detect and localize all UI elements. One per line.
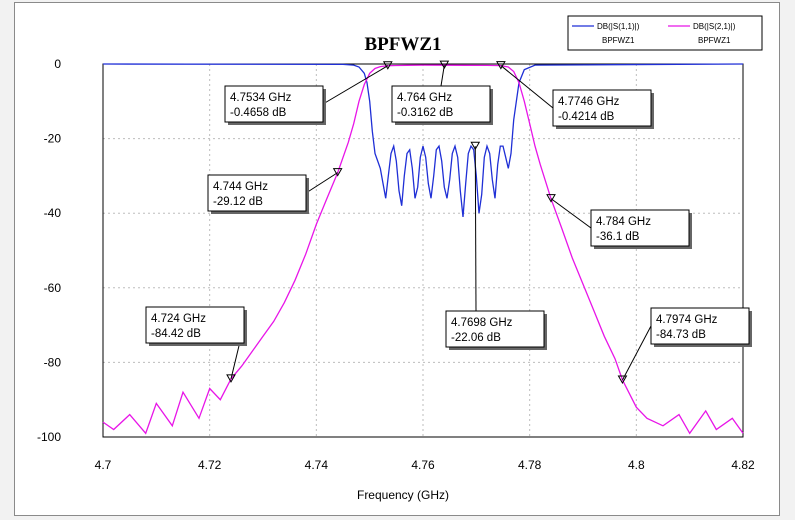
marker-value: -0.4658 dB bbox=[230, 107, 287, 119]
marker-leader-line bbox=[474, 146, 477, 312]
y-tick-label: -60 bbox=[44, 281, 62, 295]
marker-value: -0.4214 dB bbox=[558, 111, 615, 123]
marker-triangle bbox=[382, 61, 393, 70]
y-tick-label: 0 bbox=[54, 57, 61, 71]
marker-frequency: 4.7534 GHz bbox=[230, 92, 292, 104]
x-tick-label: 4.76 bbox=[411, 458, 435, 472]
marker-frequency: 4.7746 GHz bbox=[558, 96, 620, 108]
marker-annotations: 4.724 GHz -84.42 dB 4.744 GHz -29.12 dB 4.75… bbox=[145, 60, 752, 385]
marker-leader-line bbox=[550, 198, 592, 229]
marker-leader-line bbox=[500, 65, 554, 109]
marker-triangle bbox=[546, 194, 556, 203]
legend-box bbox=[567, 15, 763, 51]
legend-entry-name: DB(|S(1,1)|) bbox=[597, 22, 640, 31]
marker-triangle bbox=[226, 374, 236, 383]
marker-value: -29.12 dB bbox=[213, 196, 263, 208]
y-tick-label: -40 bbox=[44, 206, 62, 220]
marker-leader-line bbox=[440, 65, 445, 87]
legend-entry-sub: BPFWZ1 bbox=[602, 36, 635, 45]
legend-entry-name: DB(|S(2,1)|) bbox=[693, 22, 736, 31]
series-line-s21 bbox=[102, 64, 744, 435]
plot-area bbox=[102, 63, 744, 438]
marker-triangle bbox=[617, 375, 628, 385]
marker-frequency: 4.7974 GHz bbox=[656, 314, 718, 326]
marker-box bbox=[445, 310, 545, 348]
marker-box bbox=[391, 85, 491, 123]
x-tick-label: 4.8 bbox=[628, 458, 645, 472]
marker-frequency: 4.744 GHz bbox=[213, 181, 268, 193]
x-tick-label: 4.72 bbox=[198, 458, 222, 472]
axis-layer: 4.7 4.72 4.74 4.76 4.78 4.8 4.82 0 -20 -40 -60 -80 -… bbox=[37, 57, 755, 472]
marker-value: -22.06 dB bbox=[451, 332, 501, 344]
marker-value: -36.1 dB bbox=[596, 231, 640, 243]
marker-value: -84.73 dB bbox=[656, 329, 706, 341]
marker-triangle bbox=[470, 141, 481, 151]
marker-box bbox=[650, 307, 750, 345]
series-line-s11 bbox=[102, 63, 744, 217]
y-tick-label: -80 bbox=[44, 355, 62, 369]
y-tick-label: -20 bbox=[44, 132, 62, 146]
marker-triangle bbox=[332, 168, 343, 177]
marker-leader-line bbox=[305, 172, 338, 194]
marker-box bbox=[590, 209, 690, 247]
marker-value: -84.42 dB bbox=[151, 328, 201, 340]
y-tick-label: -100 bbox=[37, 430, 61, 444]
legend-entry-sub: BPFWZ1 bbox=[698, 36, 731, 45]
marker-frequency: 4.724 GHz bbox=[151, 313, 206, 325]
marker-value: -0.3162 dB bbox=[397, 107, 454, 119]
marker-frequency: 4.7698 GHz bbox=[451, 317, 513, 329]
grid-lines bbox=[103, 64, 743, 437]
x-tick-label: 4.74 bbox=[305, 458, 329, 472]
x-tick-label: 4.82 bbox=[731, 458, 755, 472]
marker-box bbox=[224, 85, 324, 123]
marker-frequency: 4.764 GHz bbox=[397, 92, 452, 104]
x-tick-label: 4.78 bbox=[518, 458, 542, 472]
marker-frequency: 4.784 GHz bbox=[596, 216, 651, 228]
legend: DB(|S(1,1)|) BPFWZ1 DB(|S(2,1)|) BPFWZ1 bbox=[567, 15, 763, 51]
marker-box bbox=[145, 306, 245, 344]
x-tick-label: 4.7 bbox=[95, 458, 112, 472]
marker-triangle bbox=[496, 61, 506, 70]
marker-box bbox=[207, 174, 307, 212]
marker-leader-line bbox=[622, 325, 652, 381]
marker-box bbox=[552, 89, 652, 127]
marker-triangle bbox=[439, 60, 450, 70]
x-axis-label: Frequency (GHz) bbox=[357, 488, 449, 502]
series-layer bbox=[102, 63, 744, 435]
marker-leader-line bbox=[322, 65, 389, 105]
chart-title: BPFWZ1 bbox=[364, 34, 441, 55]
